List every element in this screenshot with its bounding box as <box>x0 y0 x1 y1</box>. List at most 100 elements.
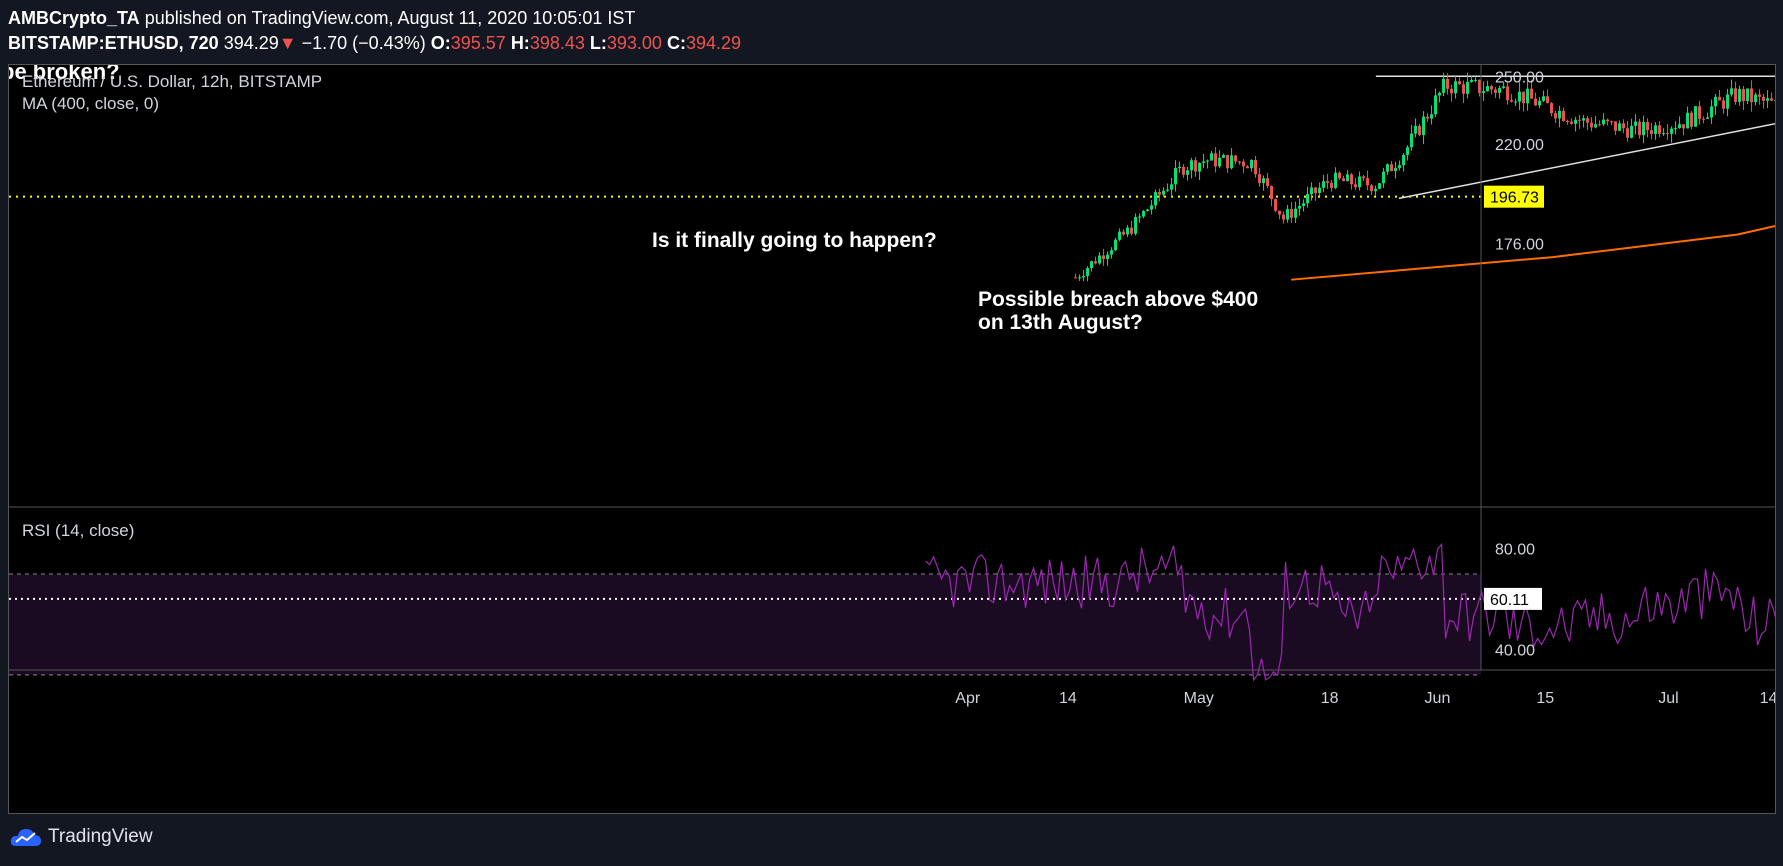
y-tick-label: 220.00 <box>1495 137 1544 154</box>
candle-body <box>1322 181 1326 188</box>
candle-body <box>1254 159 1258 175</box>
candle-body <box>1590 122 1594 128</box>
candle-body <box>1102 255 1106 260</box>
candle-body <box>1678 124 1682 128</box>
candle-body <box>1430 114 1434 119</box>
candle-body <box>1634 121 1638 126</box>
candle-body <box>1666 133 1670 135</box>
candle-body <box>1146 209 1150 212</box>
open-label: O: <box>430 33 451 53</box>
candle-body <box>1674 127 1678 129</box>
rsi-background <box>9 507 1481 676</box>
x-tick-label: 18 <box>1321 690 1339 707</box>
candle-body <box>1658 125 1662 134</box>
candle-body <box>1534 98 1538 106</box>
candle-body <box>1234 155 1238 162</box>
close-value: 394.29 <box>685 33 742 53</box>
candle-body <box>1498 87 1502 93</box>
candle-body <box>1694 106 1698 127</box>
candle-body <box>1754 94 1758 103</box>
candle-body <box>1542 96 1546 101</box>
high-label: H: <box>510 33 530 53</box>
candle-body <box>1726 94 1730 109</box>
candle-body <box>1410 133 1414 148</box>
candle-body <box>1370 185 1374 192</box>
x-tick-label: Jul <box>1658 690 1678 707</box>
x-tick-label: 14 <box>1059 690 1077 707</box>
candle-body <box>1086 268 1090 277</box>
ma-400-line <box>1291 225 1775 281</box>
candle-body <box>1602 119 1606 125</box>
candle-body <box>1574 119 1578 124</box>
candle-body <box>1486 86 1490 92</box>
candle-body <box>1718 96 1722 101</box>
annotation-question: Is it finally going to happen? <box>652 229 937 252</box>
candle-body <box>1406 147 1410 155</box>
candle-body <box>1158 192 1162 195</box>
candle-body <box>1394 168 1398 172</box>
candle-body <box>1446 78 1450 89</box>
candle-body <box>1398 165 1402 169</box>
candle-body <box>1618 123 1622 131</box>
ohlc-bar: BITSTAMP:ETHUSD, 720 394.29▼ −1.70 (−0.4… <box>8 33 741 54</box>
axes: 560.00320.00250.00220.00176.0080.0040.00… <box>955 69 1775 707</box>
candle-body <box>1682 124 1686 129</box>
candle-body <box>1266 178 1270 186</box>
candle-body <box>1614 121 1618 131</box>
candle-body <box>1494 89 1498 93</box>
candle-body <box>1770 98 1774 101</box>
candle-body <box>1306 194 1310 204</box>
candle-body <box>1374 188 1378 192</box>
candle-body <box>1366 178 1370 186</box>
low-value: 393.00 <box>606 33 662 53</box>
candle-body <box>1474 79 1478 81</box>
candle-body <box>1750 88 1754 103</box>
candle-body <box>1482 91 1486 93</box>
rsi-tick-label: 40.00 <box>1495 643 1535 660</box>
author-name[interactable]: AMBCrypto_TA <box>8 8 140 28</box>
candle-body <box>1326 181 1330 183</box>
chart-frame[interactable]: 560.00320.00250.00220.00176.0080.0040.00… <box>8 64 1776 814</box>
x-tick-label: Apr <box>955 690 981 707</box>
candle-body <box>1722 100 1726 109</box>
candle-body <box>1114 239 1118 251</box>
annotation-breach-2: on 13th August? <box>978 311 1143 334</box>
open-value: 395.57 <box>450 33 506 53</box>
candle-body <box>1546 96 1550 104</box>
candle-body <box>1438 92 1442 96</box>
ma-legend[interactable]: MA (400, close, 0) <box>22 94 159 113</box>
candle-body <box>1318 187 1322 193</box>
candle-body <box>1386 164 1390 172</box>
candle-body <box>1214 153 1218 167</box>
candle-body <box>1758 94 1762 97</box>
candle-body <box>1638 121 1642 136</box>
candle-body <box>1174 167 1178 185</box>
candle-body <box>1182 166 1186 175</box>
candle-body <box>1350 174 1354 185</box>
candle-body <box>1506 86 1510 101</box>
candle-body <box>1122 231 1126 235</box>
tradingview-logo[interactable]: TradingView <box>10 826 153 848</box>
candle-body <box>1522 91 1526 104</box>
level-badge <box>1484 185 1544 208</box>
candle-body <box>1450 88 1454 94</box>
price-chart[interactable]: 560.00320.00250.00220.00176.0080.0040.00… <box>9 65 1775 813</box>
candle-body <box>1414 125 1418 134</box>
rsi-legend[interactable]: RSI (14, close) <box>22 521 134 540</box>
candle-body <box>1558 110 1562 119</box>
candle-body <box>1226 155 1230 169</box>
candle-body <box>1598 124 1602 126</box>
candle-body <box>1518 91 1522 102</box>
rsi-value-badge-text: 60.11 <box>1490 592 1529 609</box>
candle-body <box>1362 176 1366 179</box>
candle-body <box>1282 214 1286 220</box>
candle-body <box>1578 119 1582 121</box>
candle-body <box>1458 81 1462 85</box>
candle-body <box>1130 227 1134 234</box>
low-label: L: <box>589 33 607 53</box>
x-tick-label: 15 <box>1536 690 1554 707</box>
candle-body <box>1126 227 1130 235</box>
tradingview-cloud-icon <box>10 829 41 846</box>
candle-body <box>1514 101 1518 103</box>
candle-body <box>1258 174 1262 184</box>
